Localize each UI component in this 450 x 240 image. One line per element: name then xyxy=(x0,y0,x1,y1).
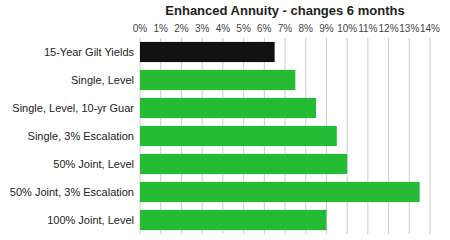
tick-label: 12% xyxy=(379,23,399,34)
title: Enhanced Annuity - changes 6 months xyxy=(165,3,404,18)
tick-label: 3% xyxy=(195,23,210,34)
tick-label: 9% xyxy=(319,23,334,34)
tick-label: 6% xyxy=(257,23,272,34)
bar xyxy=(140,154,347,174)
tick-label: 10% xyxy=(337,23,357,34)
tick-label: 0% xyxy=(133,23,148,34)
category-label: 50% Joint, 3% Escalation xyxy=(10,186,134,198)
bar xyxy=(140,126,337,146)
tick-label: 2% xyxy=(174,23,189,34)
bar xyxy=(140,42,275,62)
tick-label: 5% xyxy=(236,23,251,34)
tick-label: 11% xyxy=(358,23,377,34)
bar xyxy=(140,70,295,90)
grid-line xyxy=(367,38,368,234)
tick-label: 8% xyxy=(298,23,313,34)
bar xyxy=(140,182,420,202)
grid xyxy=(140,38,430,234)
chart-container: Enhanced Annuity - changes 6 months 0% 1% 2… xyxy=(0,0,450,240)
page: {"chart_data": {"type": "bar", "orientat… xyxy=(0,0,450,240)
category-label: Single, Level, 10-yr Guar xyxy=(12,102,134,114)
category-label: 15-Year Gilt Yields xyxy=(44,46,135,58)
x-axis: 0% 1% 2% 3% 4% 5% 6% 7% 8% 9%10%11%12%13%14% xyxy=(133,23,440,34)
category-label: 50% Joint, Level xyxy=(53,158,134,170)
category-label: Single, 3% Escalation xyxy=(28,130,134,142)
tick-label: 7% xyxy=(278,23,293,34)
bar xyxy=(140,210,326,230)
tick-label: 1% xyxy=(153,23,168,34)
tick-label: 13% xyxy=(399,23,419,34)
chart-svg: Enhanced Annuity - changes 6 months 0% 1% 2… xyxy=(0,0,450,240)
grid-line xyxy=(409,38,410,234)
bar xyxy=(140,98,316,118)
category-label: 100% Joint, Level xyxy=(47,214,134,226)
grid-line xyxy=(430,38,431,234)
tick-label: 4% xyxy=(216,23,231,34)
y-axis: 15-Year Gilt Yields Single, Level Single, … xyxy=(10,46,135,226)
tick-label: 14% xyxy=(420,23,440,34)
bars xyxy=(140,42,420,230)
grid-line xyxy=(347,38,348,234)
grid-line xyxy=(388,38,389,234)
category-label: Single, Level xyxy=(71,74,134,86)
